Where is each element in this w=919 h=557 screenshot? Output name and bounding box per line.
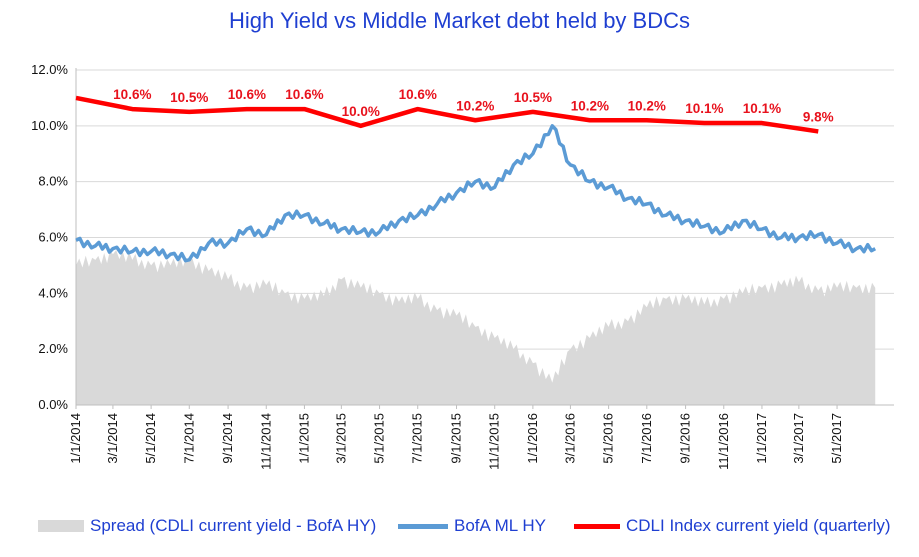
y-tick-label: 4.0% [38,285,68,300]
x-tick-label: 1/1/2015 [296,413,311,464]
x-tick-label: 7/1/2016 [639,413,654,464]
x-tick-label: 9/1/2016 [678,413,693,464]
x-tick-label: 5/1/2016 [601,413,616,464]
legend-item-bofa: BofA ML HY [398,516,546,536]
cdli-data-label: 10.2% [571,98,609,113]
cdli-data-label: 9.8% [803,109,834,124]
legend-item-spread: Spread (CDLI current yield - BofA HY) [38,516,376,536]
cdli-data-label: 10.1% [685,101,723,116]
legend-label-spread: Spread (CDLI current yield - BofA HY) [90,516,377,535]
y-tick-label: 2.0% [38,341,68,356]
y-tick-label: 0.0% [38,397,68,412]
x-tick-label: 11/1/2016 [716,413,731,470]
x-tick-label: 1/1/2016 [525,413,540,464]
x-tick-label: 5/1/2015 [372,413,387,464]
x-tick-label: 9/1/2015 [449,413,464,464]
cdli-data-label: 10.2% [456,98,494,113]
y-tick-label: 12.0% [31,62,68,77]
legend-item-cdli: CDLI Index current yield (quarterly) [574,516,891,536]
cdli-data-label: 10.0% [342,104,380,119]
cdli-data-label: 10.6% [113,87,151,102]
cdli-data-label: 10.6% [285,87,323,102]
cdli-line [75,95,819,134]
spread-area [76,250,876,405]
legend-swatch-spread [38,520,84,532]
cdli-data-label: 10.6% [228,87,266,102]
x-tick-label: 5/1/2017 [829,413,844,464]
legend-swatch-bofa [398,523,448,529]
x-tick-label: 11/1/2014 [258,413,273,470]
x-tick-label: 7/1/2014 [181,413,196,464]
x-tick-label: 3/1/2015 [333,413,348,464]
cdli-data-label: 10.5% [514,90,552,105]
x-tick-label: 3/1/2017 [791,413,806,464]
x-tick-label: 9/1/2014 [220,413,235,464]
legend-label-bofa: BofA ML HY [454,516,546,535]
y-tick-label: 8.0% [38,174,68,189]
x-tick-label: 1/1/2017 [754,413,769,464]
x-tick-label: 11/1/2015 [487,413,502,470]
chart-title: High Yield vs Middle Market debt held by… [229,8,690,33]
cdli-data-label: 10.6% [399,87,437,102]
y-tick-label: 6.0% [38,230,68,245]
legend-swatch-cdli [574,523,620,529]
x-tick-label: 3/1/2016 [562,413,577,464]
y-tick-label: 10.0% [31,118,68,133]
cdli-data-label: 10.5% [170,90,208,105]
cdli-data-label: 10.1% [743,101,781,116]
bofa-line [75,124,877,263]
x-tick-label: 7/1/2015 [410,413,425,464]
x-tick-label: 3/1/2014 [105,413,120,464]
cdli-data-label: 10.2% [628,98,666,113]
x-tick-label: 5/1/2014 [143,413,158,464]
chart-legend: Spread (CDLI current yield - BofA HY) Bo… [0,516,919,540]
legend-label-cdli: CDLI Index current yield (quarterly) [626,516,891,535]
x-tick-label: 1/1/2014 [68,413,83,464]
